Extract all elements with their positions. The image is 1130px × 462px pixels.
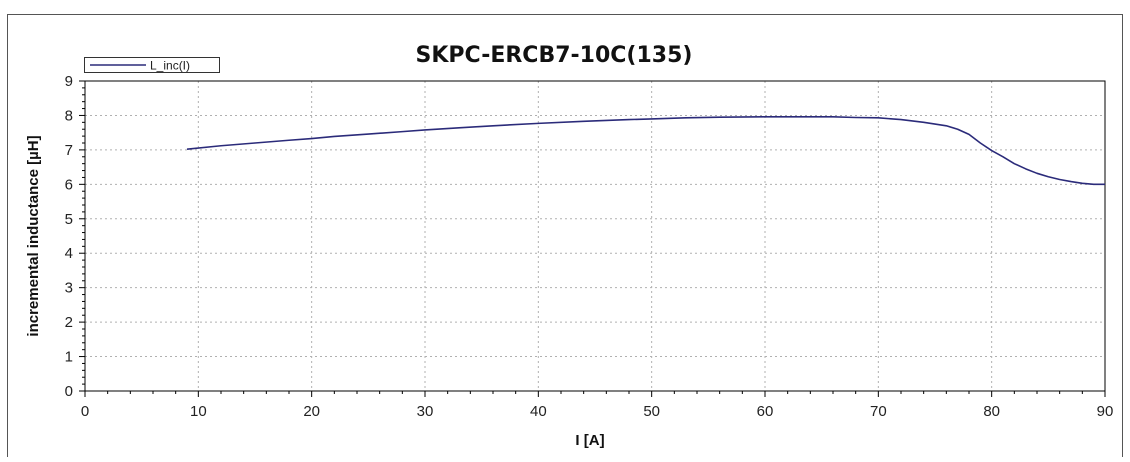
y-tick-label: 7: [65, 142, 73, 159]
legend-series-label: L_inc(I): [150, 59, 190, 73]
x-tick-label: 40: [530, 403, 547, 420]
x-axis-label: I [A]: [575, 432, 604, 449]
y-tick-label: 6: [65, 176, 73, 193]
tick-layer: 0 10 20 30 40 50 60 70 80 90 0 1 2 3 4 5 6 7 8 9: [65, 73, 1114, 420]
y-tick-label: 1: [65, 349, 73, 366]
y-tick-label: 9: [65, 73, 73, 90]
x-tick-label: 30: [417, 403, 434, 420]
x-tick-label: 20: [303, 403, 320, 420]
series-line-L_inc(I): [186, 116, 1105, 186]
y-axis-label: incremental inductance [µH]: [25, 135, 42, 336]
y-tick-label: 3: [65, 280, 73, 297]
x-tick-label: 50: [643, 403, 660, 420]
x-tick-label: 70: [870, 403, 887, 420]
y-tick-label: 5: [65, 211, 73, 228]
grid-layer: [85, 81, 1105, 391]
plot-area-background: [85, 81, 1105, 391]
legend-box: [84, 57, 220, 73]
y-tick-label: 4: [65, 245, 73, 262]
x-tick-label: 80: [983, 403, 1000, 420]
legend: L_inc(I): [84, 57, 220, 73]
x-tick-label: 10: [190, 403, 207, 420]
plot-frame: [84, 80, 1106, 392]
y-tick-label: 2: [65, 314, 73, 331]
series-layer: [186, 116, 1105, 186]
chart-title: SKPC-ERCB7-10C(135): [416, 43, 693, 68]
x-tick-label: 90: [1097, 403, 1114, 420]
y-tick-label: 8: [65, 107, 73, 124]
x-tick-label: 0: [81, 403, 89, 420]
x-tick-label: 60: [757, 403, 774, 420]
y-tick-label: 0: [65, 383, 73, 400]
